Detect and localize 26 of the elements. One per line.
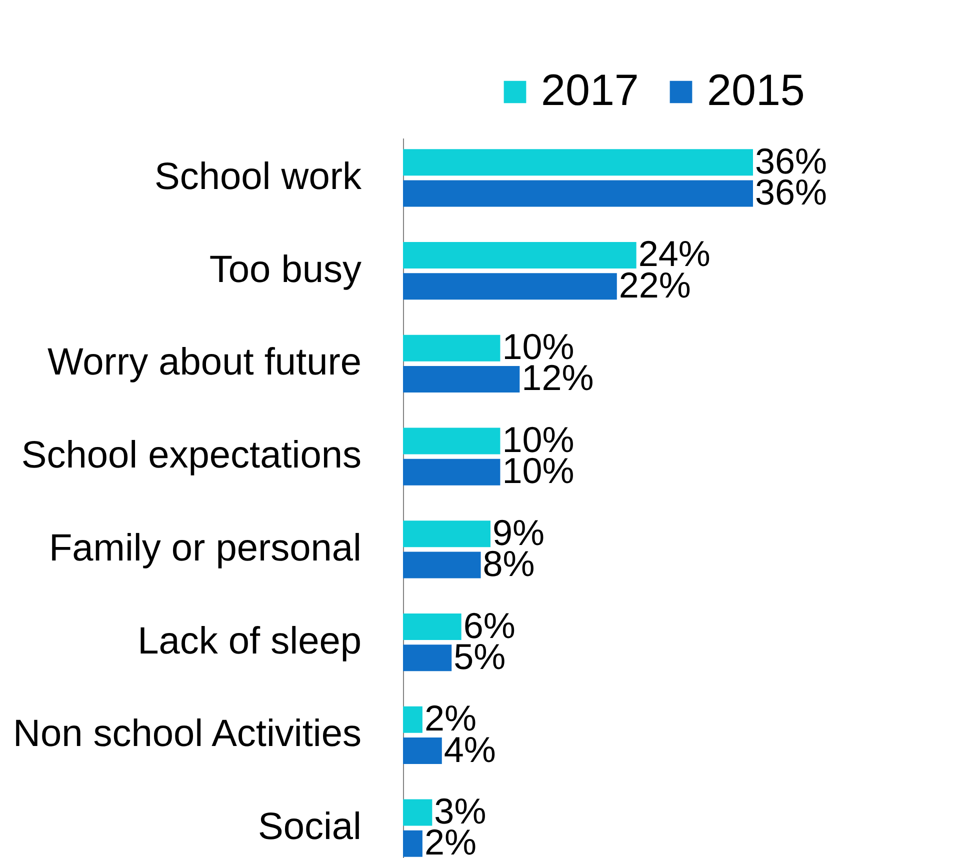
bar (403, 738, 442, 764)
bar (403, 273, 617, 300)
bar (403, 334, 500, 362)
bar (403, 799, 432, 826)
y-tick-label: Non school Activities (13, 713, 362, 756)
bar (403, 428, 500, 454)
bar (403, 366, 520, 392)
bar (403, 644, 452, 672)
bar (403, 552, 481, 578)
bar (403, 458, 500, 486)
bar (403, 149, 753, 176)
bar (403, 706, 422, 733)
y-tick-label: School expectations (21, 434, 362, 477)
y-tick-label: Family or personal (48, 527, 362, 570)
bar (403, 830, 422, 857)
legend-label: 2017 (541, 66, 639, 115)
bar (403, 614, 462, 640)
y-tick-label: Too busy (209, 248, 362, 291)
legend-label: 2015 (707, 66, 805, 115)
bar (403, 242, 636, 268)
y-tick-label: School work (154, 156, 362, 198)
y-tick-label: Social (258, 806, 362, 848)
bar (403, 180, 753, 207)
y-tick-label: Worry about future (47, 342, 362, 384)
bar (403, 520, 490, 548)
y-tick-label: Lack of sleep (138, 620, 362, 662)
